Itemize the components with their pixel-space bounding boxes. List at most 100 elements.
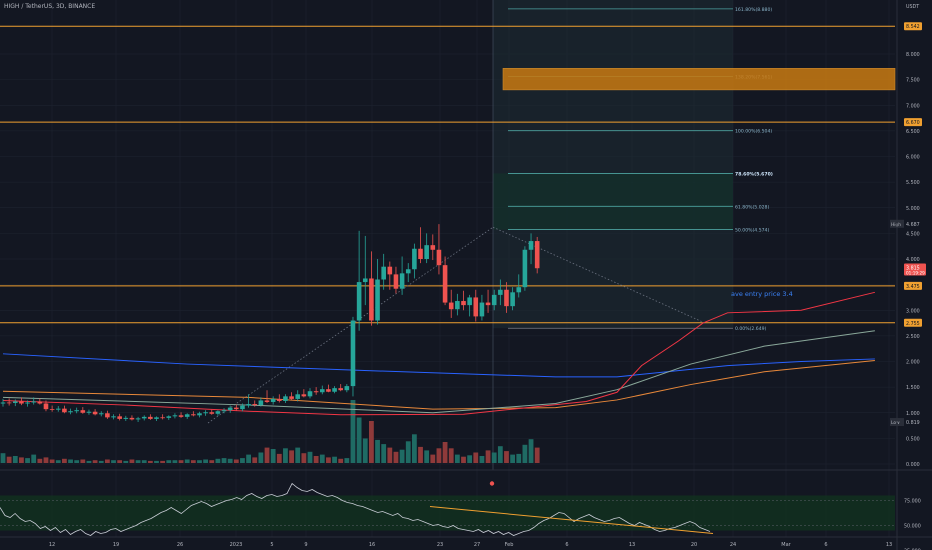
volume-bar (49, 459, 55, 463)
time-tick-label: 5 (270, 542, 273, 548)
candle-body (295, 394, 301, 399)
candle-body (467, 297, 472, 306)
volume-bar (252, 457, 258, 463)
price-tick-label: 2.000 (906, 360, 920, 366)
candle-body (135, 418, 141, 420)
moving-average-line (2, 330, 875, 414)
time-tick-label: 27 (474, 542, 480, 548)
candle-body (68, 411, 73, 413)
candle-body (442, 265, 448, 303)
symbol-title: HIGH / TetherUS, 3D, BINANCE (4, 3, 96, 10)
rsi-divergence-line (429, 506, 714, 534)
volume-bar (68, 459, 73, 463)
volume-bar (240, 458, 245, 463)
level-badge (904, 318, 922, 327)
volume-bar (516, 453, 522, 463)
volume-bar (270, 449, 276, 463)
candle-body (283, 396, 288, 401)
level-badge-label: 6.670 (906, 120, 920, 126)
price-tick-label: 0.500 (906, 436, 920, 442)
time-tick-label: 6 (565, 542, 568, 548)
candle-body (215, 411, 221, 414)
candle-body (25, 402, 30, 404)
level-badge-label: 8.542 (906, 24, 920, 30)
candle-body (326, 389, 331, 392)
candle-body (498, 289, 503, 295)
volume-bar (356, 417, 362, 463)
time-tick-label: 24 (730, 542, 736, 548)
candle-body (246, 404, 251, 406)
time-tick-label: Feb (505, 542, 514, 548)
volume-bar (209, 460, 215, 463)
candle-body (473, 297, 479, 317)
candle-body (203, 412, 208, 414)
countdown-value: 01:19:29 (906, 270, 925, 275)
volume-bar (467, 455, 473, 463)
volume-bar (381, 444, 387, 463)
candle-body (37, 401, 43, 404)
candle-body (405, 269, 411, 274)
volume-bar (387, 447, 393, 463)
time-tick-label: 13 (886, 542, 892, 548)
candle-body (43, 403, 49, 410)
volume-bar (436, 448, 442, 463)
volume-bar (37, 458, 43, 463)
volume-bar (362, 438, 368, 463)
time-tick-label: 12 (49, 542, 55, 548)
candle-body (455, 301, 460, 310)
volume-bar (129, 459, 135, 463)
candle-body (369, 278, 374, 321)
volume-bar (74, 460, 80, 463)
time-tick-label: Mar (781, 542, 791, 548)
volume-bar (307, 451, 313, 463)
candle-body (240, 405, 245, 410)
volume-bar (215, 458, 221, 463)
candle-body (313, 391, 319, 393)
fib-zone-green (493, 173, 733, 230)
volume-bar (80, 459, 86, 463)
candle-body (234, 407, 239, 410)
candle-body (448, 302, 454, 310)
candle-body (381, 266, 386, 280)
axis-currency: USDT (906, 4, 919, 10)
level-badge-label: 2.755 (906, 321, 920, 327)
moving-average-line (2, 353, 875, 378)
candle-body (105, 413, 110, 418)
candle-body (55, 408, 61, 410)
volume-bar (98, 460, 104, 463)
price-tick-label: 1.000 (906, 411, 920, 417)
orange-zone (502, 68, 896, 91)
volume-bar (86, 460, 92, 463)
fib-zone (493, 0, 733, 329)
volume-bar (111, 460, 116, 463)
price-tick-label: 4.000 (906, 257, 920, 263)
fib-level-label: 61.80%(5.028) (735, 204, 769, 210)
time-tick-label: 19 (113, 542, 119, 548)
rsi-tick-label: 50.000 (904, 524, 921, 530)
candle-body (399, 273, 405, 289)
candle-body (277, 398, 282, 401)
time-tick-label: 16 (369, 542, 375, 548)
volume-bar (338, 458, 344, 463)
candle-body (534, 241, 540, 269)
annotation-text: ave entry price 3.4 (731, 290, 793, 298)
price-tick-label: 0.000 (906, 462, 920, 468)
candle-body (516, 287, 522, 293)
candle-body (197, 413, 202, 416)
candle-body (80, 410, 86, 413)
volume-bar (289, 450, 294, 463)
candle-body (485, 302, 491, 306)
volume-bar (31, 454, 37, 463)
volume-bar (62, 458, 67, 463)
candle-body (387, 266, 393, 275)
candle-body (221, 410, 227, 412)
price-tick-label: 3.000 (906, 308, 920, 314)
price-tick-label: 1.500 (906, 385, 920, 391)
volume-bar (448, 448, 454, 463)
candle-body (418, 248, 423, 259)
volume-bar (276, 453, 282, 463)
rsi-line (0, 482, 711, 536)
